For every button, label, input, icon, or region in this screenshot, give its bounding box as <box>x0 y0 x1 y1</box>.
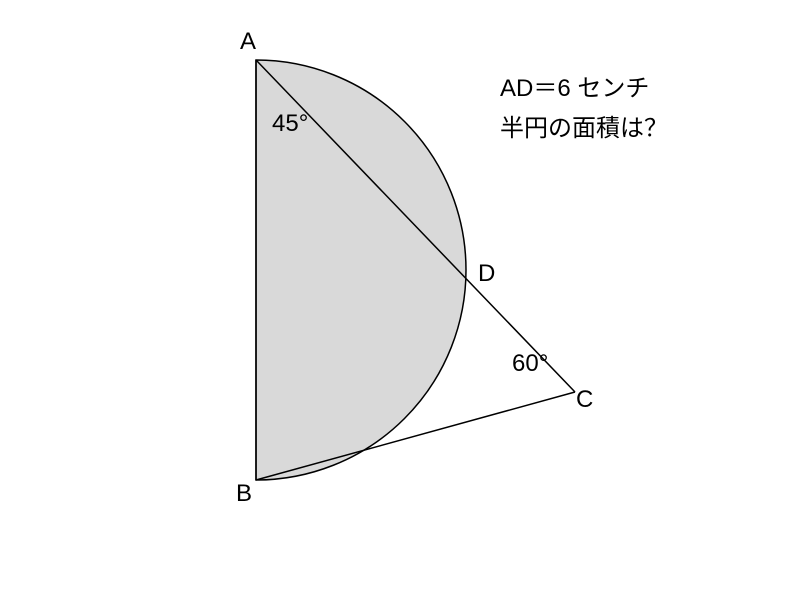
angle-label-C: 60° <box>512 350 548 378</box>
point-label-C: C <box>576 386 593 414</box>
point-label-D: D <box>478 260 495 288</box>
geometry-diagram <box>0 0 800 600</box>
problem-text-line2: 半円の面積は？ <box>500 108 668 143</box>
angle-label-A: 45° <box>272 110 308 138</box>
problem-text-line1: AD＝6 センチ <box>500 68 649 103</box>
point-label-B: B <box>236 480 252 508</box>
point-label-A: A <box>240 28 256 56</box>
